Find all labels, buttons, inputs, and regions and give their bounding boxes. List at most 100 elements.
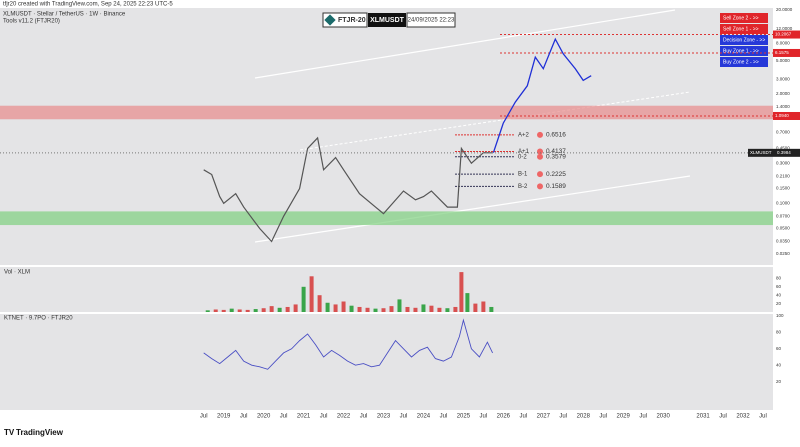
- y-tick-label: 80: [776, 276, 782, 281]
- zone-label: Buy Zone 2 - >>: [723, 59, 759, 65]
- volume-bar: [221, 309, 226, 312]
- y-tick-label: 0.3000: [776, 160, 790, 165]
- volume-bar: [317, 295, 322, 312]
- volume-bar: [357, 306, 362, 312]
- level-icon: [537, 153, 543, 160]
- level-icon: [537, 148, 543, 155]
- x-tick-label: Jul: [200, 414, 208, 420]
- zone-button[interactable]: [720, 46, 768, 56]
- x-tick-label: 2023: [377, 414, 391, 420]
- volume-bar: [285, 306, 290, 312]
- volume-bar: [269, 306, 274, 312]
- symbol: XLMUSDT · Stellar / TetherUS · 1W · Bina…: [3, 12, 126, 18]
- y-tick-label: 0.7000: [776, 129, 790, 134]
- price-tag: [773, 48, 800, 57]
- y-tick-label: 0.0250: [776, 251, 790, 256]
- y-tick-label: 3.0000: [776, 76, 790, 81]
- volume-bar: [365, 307, 370, 312]
- volume-bar: [413, 307, 418, 312]
- price-line: [203, 318, 494, 370]
- price-tag-label: 1.0940: [775, 113, 789, 118]
- y-tick-label: 100: [776, 313, 784, 318]
- y-tick-label: 80: [776, 330, 782, 335]
- volume-bar: [309, 276, 314, 312]
- volume-bar: [213, 309, 218, 312]
- level-value: 0.6516: [546, 132, 566, 139]
- price-line: [203, 136, 493, 243]
- zone-band: [0, 105, 773, 120]
- price-tag: [773, 30, 800, 39]
- x-tick-label: 2019: [217, 414, 231, 420]
- x-tick-label: 2021: [297, 414, 311, 420]
- badge-text: XLMUSDT: [370, 17, 405, 24]
- level-value: 0.3579: [546, 153, 566, 160]
- y-tick-label: 0.0500: [776, 226, 790, 231]
- volume-bar: [333, 304, 338, 312]
- x-tick-label: Jul: [559, 414, 567, 420]
- volume-bar: [237, 309, 242, 312]
- volume-bar: [229, 308, 234, 312]
- zone-label: Buy Zone 1 - >>: [723, 48, 759, 54]
- x-tick-label: 2022: [337, 414, 351, 420]
- y-tick-label: 0.2100: [776, 173, 790, 178]
- x-tick-label: 2024: [417, 414, 431, 420]
- current-symbol: XLMUSDT: [750, 150, 772, 155]
- volume-bar: [325, 302, 330, 312]
- zone-button[interactable]: [720, 13, 768, 23]
- zone-button[interactable]: [720, 57, 768, 67]
- zone-button[interactable]: [720, 35, 768, 45]
- volume-bar: [429, 305, 434, 312]
- x-tick-label: 2026: [497, 414, 511, 420]
- badge: [406, 12, 456, 28]
- y-tick-label: 0.1000: [776, 200, 790, 205]
- volume-pane: [0, 267, 773, 312]
- x-tick-label: Jul: [599, 414, 607, 420]
- y-tick-label: 40: [776, 292, 782, 297]
- x-tick-label: 2032: [736, 414, 750, 420]
- zone-button[interactable]: [720, 24, 768, 34]
- level-icon: [537, 131, 543, 138]
- volume-bar: [349, 305, 354, 312]
- zone-label: Sell Zone 2 - >>: [723, 15, 759, 21]
- oscillator-pane: [0, 314, 773, 410]
- zone-label: Sell Zone 1 - >>: [723, 26, 759, 32]
- x-tick-label: 2031: [696, 414, 710, 420]
- volume-bar: [397, 299, 402, 312]
- x-tick-label: Jul: [240, 414, 248, 420]
- volume-bar: [205, 310, 210, 312]
- pane-title: KTNET · 9.7PO · FTJR20: [4, 316, 73, 322]
- y-tick-label: 40: [776, 362, 782, 367]
- credit: tfjr20 created with TradingView.com, Sep…: [3, 2, 173, 8]
- channel-line: [299, 91, 691, 151]
- y-tick-label: 20: [776, 379, 782, 384]
- volume-bar: [381, 308, 386, 312]
- y-tick-label: 20.0000: [776, 7, 793, 12]
- volume-bar: [459, 272, 464, 312]
- x-tick-label: Jul: [320, 414, 328, 420]
- badge: [322, 12, 368, 28]
- x-tick-label: Jul: [719, 414, 727, 420]
- x-tick-label: Jul: [639, 414, 647, 420]
- level-name: 0-2: [518, 154, 527, 160]
- volume-bar: [293, 304, 298, 312]
- level-icon: [537, 171, 543, 178]
- y-tick-label: 60: [776, 346, 782, 351]
- price-tag: [748, 148, 800, 157]
- x-tick-label: 2027: [537, 414, 551, 420]
- price-tag-label: 6.1575: [775, 50, 789, 55]
- volume-bar: [421, 304, 426, 312]
- badge-text: FTJR-20: [338, 17, 366, 24]
- level-name: B-2: [518, 184, 528, 190]
- x-tick-label: 2029: [617, 414, 631, 420]
- x-tick-label: Jul: [519, 414, 527, 420]
- y-tick-label: 60: [776, 284, 782, 289]
- level-value: 0.2225: [546, 171, 566, 178]
- volume-bar: [489, 306, 494, 312]
- y-tick-label: 12.0000: [776, 26, 793, 31]
- volume-bar: [445, 308, 450, 312]
- y-tick-label: 0.4500: [776, 146, 790, 151]
- tools: Tools v11.2 (FTJR20): [3, 19, 60, 25]
- channel-line: [254, 175, 691, 243]
- x-tick-label: 2025: [457, 414, 471, 420]
- badge-text: 24/09/2025 22:23: [408, 18, 455, 24]
